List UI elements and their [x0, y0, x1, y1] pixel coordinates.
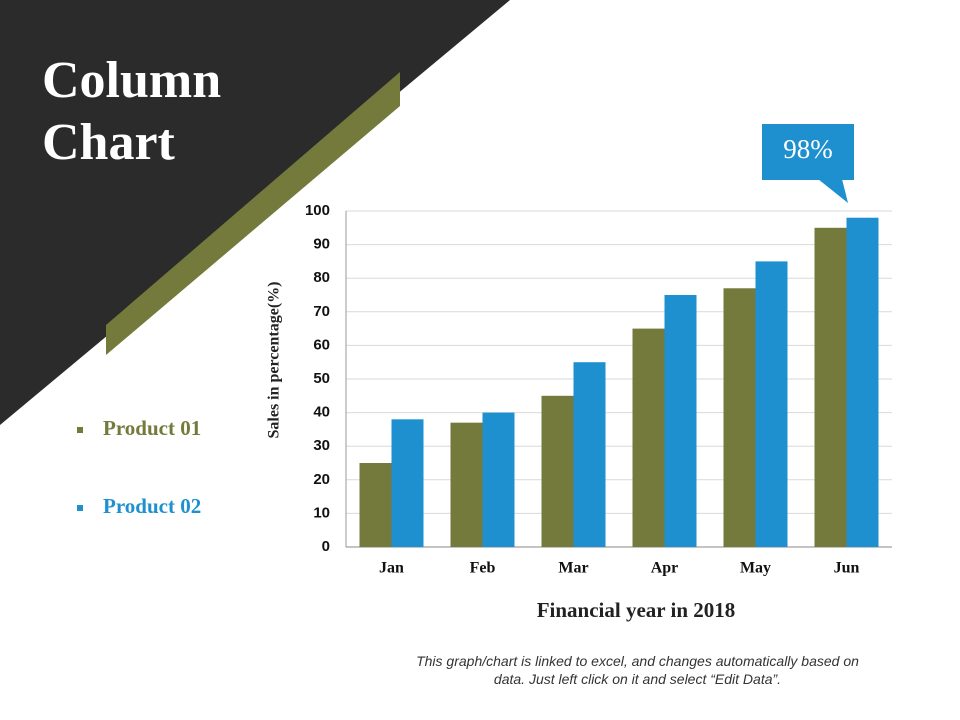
x-tick-label: May — [740, 560, 771, 577]
bar — [814, 227, 847, 548]
bar — [573, 362, 606, 547]
y-tick-label: 10 — [313, 504, 330, 521]
y-axis-label: Sales in percentage(%) — [266, 281, 283, 438]
bar — [391, 419, 424, 547]
y-tick-label: 0 — [322, 538, 330, 555]
x-tick-label: Jan — [379, 560, 404, 577]
y-tick-label: 50 — [313, 370, 330, 387]
bar — [359, 463, 392, 547]
legend-label: Product 01 — [103, 416, 201, 440]
y-tick-label: 100 — [305, 202, 330, 219]
legend-marker — [77, 427, 83, 433]
x-tick-label: Feb — [470, 560, 496, 577]
x-tick-label: Mar — [558, 560, 588, 577]
y-tick-label: 60 — [313, 336, 330, 353]
bar — [846, 217, 879, 547]
callout-text: 98% — [783, 134, 833, 164]
footnote: This graph/chart is linked to excel, and… — [416, 653, 859, 687]
bar — [755, 261, 788, 547]
y-tick-label: 40 — [313, 404, 330, 421]
callout-box — [762, 124, 854, 180]
x-tick-label: Jun — [834, 560, 860, 577]
legend-marker — [77, 505, 83, 511]
y-tick-label: 90 — [313, 236, 330, 253]
bar — [664, 295, 697, 547]
x-tick-label: Apr — [651, 560, 679, 577]
legend-label: Product 02 — [103, 494, 201, 518]
callout-tail — [818, 179, 848, 203]
y-tick-label: 70 — [313, 303, 330, 320]
y-tick-label: 80 — [313, 269, 330, 286]
bar — [482, 412, 515, 547]
stripe — [106, 72, 400, 355]
bar — [723, 288, 756, 547]
bar — [541, 395, 574, 547]
bar — [632, 328, 665, 547]
y-tick-label: 30 — [313, 437, 330, 454]
y-tick-label: 20 — [313, 471, 330, 488]
x-axis-label: Financial year in 2018 — [537, 598, 736, 622]
chart-title: Column Chart — [42, 52, 222, 171]
bar — [450, 422, 483, 547]
